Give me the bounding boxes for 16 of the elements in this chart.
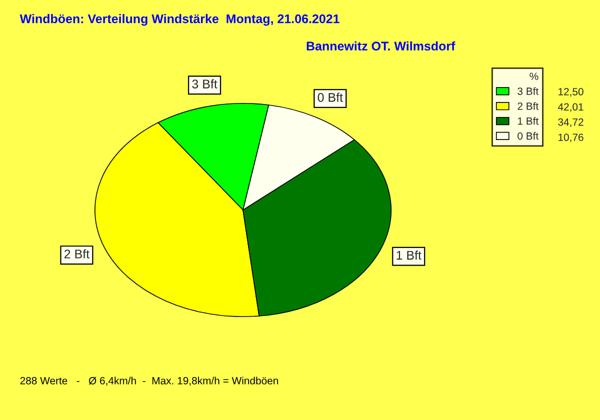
slice-label: 0 Bft [318, 92, 343, 102]
slice-label: 2 Bft [64, 249, 90, 258]
slice-label: 3 Bft [192, 79, 218, 88]
text: 288 Werte - Ø 6,4km/h - Max. 19,8km/h = Windböen [20, 376, 278, 386]
data-label: 10,76 [558, 134, 584, 142]
legend-label: 3 Bft [518, 87, 539, 95]
chart-subtitle: Bannewitz OT. Wilmsdorf [306, 41, 456, 51]
legend-title: % [530, 72, 538, 80]
legend-label: 2 Bft [518, 102, 539, 110]
legend-label: 1 Bft [518, 117, 539, 125]
chart-title: Windböen: Verteilung Windstärke Montag, 21.06.2021 [20, 14, 340, 26]
data-label: 12,50 [558, 88, 584, 97]
data-label: 42,01 [558, 103, 584, 112]
legend-label: 0 Bft [518, 132, 539, 140]
data-label: 34,72 [558, 118, 584, 128]
slice-label: 1 Bft [396, 250, 422, 260]
